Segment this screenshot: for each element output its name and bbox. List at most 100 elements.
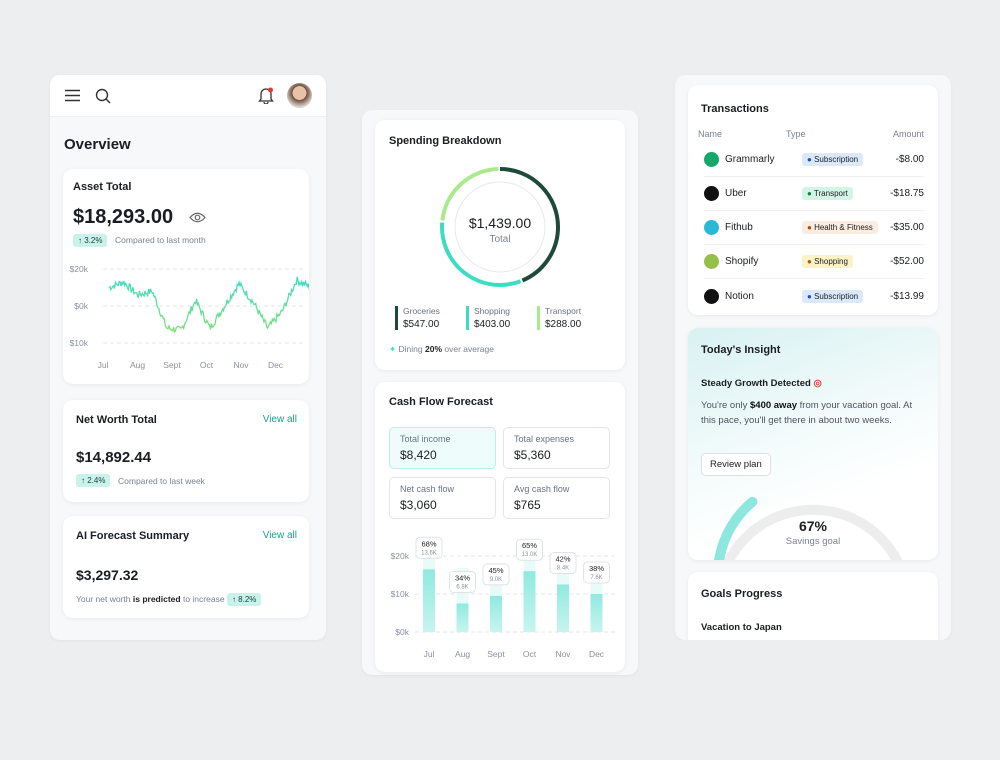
bar-value-label: 7.6K [590, 575, 602, 581]
tag-label: Subscription [814, 291, 859, 301]
asset-compare: Compared to last month [115, 235, 206, 245]
x-tick-label: Jul [424, 649, 435, 659]
bar-percent-label: 34% [455, 574, 470, 583]
forecast-amount: $3,297.32 [76, 567, 139, 583]
legend-item: Transport $288.00 [537, 306, 581, 330]
bar-percent-label: 68% [421, 539, 436, 548]
forecast-text-pre: Your net worth [76, 594, 131, 604]
insight-subtitle: Steady Growth Detected ◎ [701, 378, 822, 389]
y-tick-label: $20k [391, 551, 410, 561]
transaction-row[interactable]: Notion ● Subscription -$13.99 [704, 279, 924, 313]
transaction-type-tag: ● Health & Fitness [802, 221, 878, 234]
goal-item[interactable]: Vacation to Japan [701, 622, 782, 633]
bar-value-label: 13.6K [421, 550, 437, 556]
stat-value: $765 [514, 498, 541, 512]
transaction-row[interactable]: Shopify ● Shopping -$52.00 [704, 245, 924, 279]
merchant-logo-icon [704, 186, 719, 201]
bar-percent-label: 65% [522, 541, 537, 550]
asset-change-badge: ↑ 3.2% [73, 234, 108, 247]
transaction-row[interactable]: Uber ● Transport -$18.75 [704, 177, 924, 211]
gauge-track [723, 504, 903, 560]
insight-text-post: from your vacation goal. At this pace, y… [701, 400, 913, 426]
tag-label: Health & Fitness [814, 223, 873, 232]
transaction-row[interactable]: Grammarly ● Subscription -$8.00 [704, 143, 924, 177]
insight-card: Today's Insight Steady Growth Detected ◎… [688, 328, 938, 560]
insight-text: You're only $400 away from your vacation… [701, 398, 929, 428]
menu-icon[interactable] [65, 89, 80, 102]
x-tick-label: Dec [268, 360, 284, 370]
merchant-logo-icon [704, 220, 719, 235]
transaction-type-tag: ● Subscription [802, 289, 864, 303]
bell-icon[interactable] [258, 87, 274, 104]
asset-line-chart: $20k $0k $10k Jul Aug Sept Oct Nov Dec [70, 264, 309, 370]
insight-subtitle-text: Steady Growth Detected [701, 378, 811, 389]
dining-note-bold: 20% [424, 344, 442, 354]
x-tick-label: Nov [555, 649, 571, 659]
tag-label: Shopping [814, 257, 848, 266]
transaction-name: Fithub [725, 222, 753, 233]
gauge-label: Savings goal [785, 536, 841, 547]
net-worth-amount: $14,892.44 [76, 449, 152, 466]
tag-dot-icon: ● [807, 223, 812, 232]
gauge-fill [714, 496, 758, 560]
transaction-type-tag: ● Shopping [802, 255, 853, 268]
bar-value-label: 6.8K [456, 585, 468, 591]
transaction-amount: -$52.00 [890, 256, 924, 267]
tag-dot-icon: ● [807, 155, 812, 164]
col-type: Type [786, 129, 806, 139]
bar-value-label: 8.4K [557, 566, 569, 572]
transactions-card: Transactions Name Type Amount Grammarly … [688, 85, 938, 315]
target-icon: ◎ [813, 378, 822, 389]
search-icon[interactable] [95, 88, 111, 104]
transaction-type-tag: ● Transport [802, 187, 853, 200]
avatar[interactable] [287, 83, 312, 108]
net-worth-compare: Compared to last week [118, 476, 205, 486]
savings-gauge [714, 496, 903, 560]
legend-label: Shopping [474, 306, 510, 316]
bar-aug [456, 603, 469, 632]
merchant-logo-icon [704, 254, 719, 269]
insight-text-bold: $400 away [750, 400, 798, 411]
legend-label: Transport [545, 306, 582, 316]
col-amount: Amount [892, 129, 924, 139]
tag-dot-icon: ● [807, 291, 812, 301]
x-tick-label: Sept [163, 360, 181, 370]
stat-label: Total income [400, 434, 451, 444]
transaction-amount: -$13.99 [890, 290, 924, 302]
sparkle-icon: ✦ [389, 344, 397, 354]
review-plan-button[interactable]: Review plan [701, 453, 771, 476]
bar-value-label: 13.0K [522, 552, 538, 558]
spending-panel: Spending Breakdown $1,439.00 Total Groce… [362, 110, 638, 675]
x-tick-label: Dec [589, 649, 605, 659]
net-worth-view-all[interactable]: View all [262, 414, 297, 425]
gauge-value: 67% [798, 518, 828, 534]
y-tick-label: $20k [70, 264, 89, 274]
stat-total-income: Total income $8,420 [389, 427, 496, 469]
transaction-name: Grammarly [725, 154, 775, 165]
y-tick-label: $10k [70, 338, 89, 348]
cashflow-title: Cash Flow Forecast [389, 396, 493, 408]
tag-label: Subscription [814, 155, 859, 164]
forecast-view-all[interactable]: View all [262, 530, 297, 541]
legend-item: Shopping $403.00 [466, 306, 510, 330]
transaction-row[interactable]: Fithub ● Health & Fitness -$35.00 [704, 211, 924, 245]
x-tick-label: Oct [200, 360, 214, 370]
y-tick-label: $10k [391, 589, 410, 599]
donut-inner-ring [454, 181, 546, 273]
net-worth-card: Net Worth Total View all $14,892.44 ↑ 2.… [63, 400, 309, 502]
y-tick-label: $0k [395, 627, 409, 637]
bar-jul [423, 569, 435, 632]
cash-flow-bar-chart: $20k $10k $0k 68% 13.6K Jul 34% 6.8K Aug 45% 9.0K S… [391, 536, 615, 659]
y-tick-label: $0k [74, 301, 88, 311]
asset-line [108, 276, 309, 334]
bar-label-box [583, 561, 610, 584]
donut-center-value: $1,439.00 [468, 215, 532, 231]
x-tick-label: Oct [523, 649, 537, 659]
eye-icon[interactable] [189, 212, 206, 223]
col-name: Name [698, 129, 723, 139]
forecast-text-post: to increase [182, 594, 225, 604]
bar-dec [590, 594, 603, 632]
stat-value: $3,060 [400, 498, 437, 512]
net-worth-change-badge: ↑ 2.4% [76, 474, 111, 487]
goals-card: Goals Progress Vacation to Japan [688, 572, 938, 652]
